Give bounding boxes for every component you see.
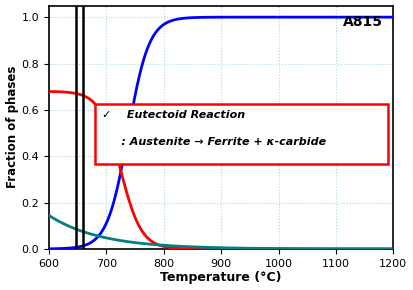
Text: ✓    Eutectoid Reaction: ✓ Eutectoid Reaction: [102, 110, 245, 120]
Y-axis label: Fraction of phases: Fraction of phases: [5, 66, 19, 188]
X-axis label: Temperature (°C): Temperature (°C): [160, 271, 282, 284]
Text: A815: A815: [343, 15, 383, 29]
Bar: [95, 104, 388, 164]
Text: : Austenite → Ferrite + κ-carbide: : Austenite → Ferrite + κ-carbide: [102, 137, 326, 146]
